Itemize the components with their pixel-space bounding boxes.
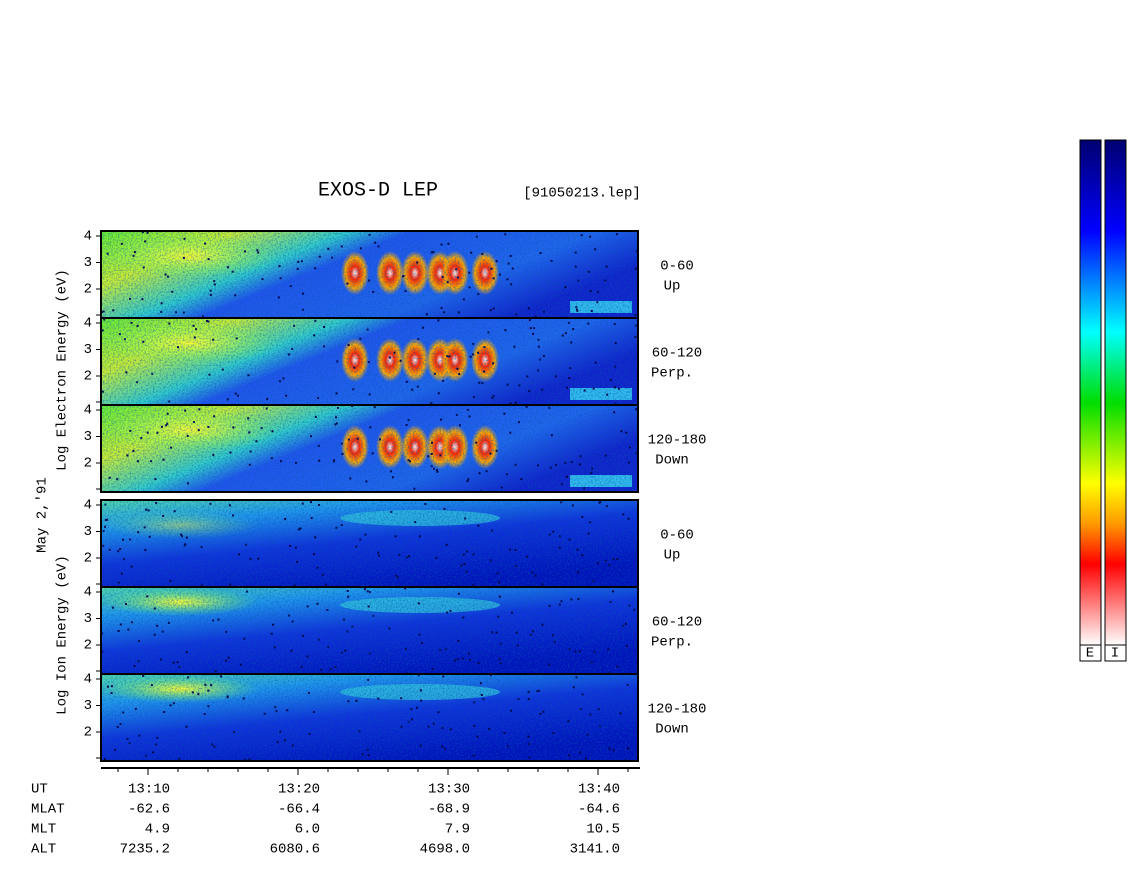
spectrogram: [101, 318, 638, 405]
panel-direction: Perp.: [651, 366, 693, 382]
spectrogram-image: [101, 318, 638, 405]
panel-angle: 60-120: [652, 615, 702, 631]
ephemeris-label: MLAT: [31, 802, 65, 818]
ephemeris-label: UT: [31, 782, 48, 798]
y-axis-label: Log Ion Energy (eV): [55, 555, 71, 715]
colorbar-label: I: [1111, 646, 1119, 662]
file-name: [91050213.lep]: [523, 186, 641, 202]
spectrogram-image: [101, 674, 638, 761]
y-tick-label: 2: [84, 282, 92, 298]
spectrogram: [101, 674, 638, 761]
noise: [101, 587, 638, 674]
title: EXOS-D LEP: [318, 179, 438, 202]
y-tick-label: 2: [84, 725, 92, 741]
spectrogram-image: [101, 405, 638, 492]
y-tick-label: 3: [84, 611, 92, 627]
ephemeris-value: 13:10: [128, 782, 170, 798]
spectrogram-image: [101, 500, 638, 587]
y-tick-label: 2: [84, 456, 92, 472]
y-tick-label: 4: [84, 585, 92, 601]
panel-direction: Perp.: [651, 635, 693, 651]
ephemeris-value: 7.9: [445, 822, 470, 838]
ephemeris-value: 4698.0: [420, 842, 470, 858]
ephemeris-value: -62.6: [128, 802, 170, 818]
y-tick-label: 2: [84, 551, 92, 567]
y-tick-label: 3: [84, 342, 92, 358]
ephemeris-value: 13:40: [578, 782, 620, 798]
ephemeris-value: -64.6: [578, 802, 620, 818]
y-tick-label: 2: [84, 638, 92, 654]
ephemeris-value: 3141.0: [570, 842, 620, 858]
y-tick-label: 3: [84, 429, 92, 445]
ephemeris-label: ALT: [31, 842, 56, 858]
panel-angle: 60-120: [652, 346, 702, 362]
panel-angle: 0-60: [660, 259, 694, 275]
panel-angle: 120-180: [648, 702, 707, 718]
panel-frame: [100, 673, 639, 762]
spectrogram: [101, 587, 638, 674]
spectrogram: [101, 231, 638, 318]
panel-angle: 120-180: [648, 433, 707, 449]
y-tick-label: 3: [84, 698, 92, 714]
panel-direction: Up: [664, 548, 681, 564]
y-tick-label: 4: [84, 316, 92, 332]
spectrogram-image: [101, 231, 638, 318]
noise: [101, 500, 638, 587]
spectrogram: [101, 500, 638, 587]
ephemeris-value: 10.5: [586, 822, 620, 838]
ephemeris-label: MLT: [31, 822, 56, 838]
panel-angle: 0-60: [660, 528, 694, 544]
colorbar-label: E: [1086, 646, 1094, 662]
ephemeris-value: 6080.6: [270, 842, 320, 858]
noise: [101, 674, 638, 761]
y-tick-label: 4: [84, 498, 92, 514]
colorbars: [1079, 139, 1127, 662]
ephemeris-value: 6.0: [295, 822, 320, 838]
panel-direction: Up: [664, 279, 681, 295]
y-tick-label: 3: [84, 524, 92, 540]
date: May 2,'91: [35, 477, 51, 553]
y-tick-label: 2: [84, 369, 92, 385]
ephemeris-value: -68.9: [428, 802, 470, 818]
panel-direction: Down: [655, 453, 689, 469]
y-tick-label: 3: [84, 255, 92, 271]
ephemeris-value: -66.4: [278, 802, 320, 818]
y-axis-label: Log Electron Energy (eV): [55, 269, 71, 471]
noise: [101, 231, 638, 318]
spectrogram: [101, 405, 638, 492]
y-tick-label: 4: [84, 672, 92, 688]
spectrogram-image: [101, 587, 638, 674]
panel-frame: [100, 404, 639, 493]
ephemeris-value: 13:20: [278, 782, 320, 798]
noise: [101, 318, 638, 405]
y-tick-label: 4: [84, 403, 92, 419]
panel-direction: Down: [655, 722, 689, 738]
y-tick-label: 4: [84, 229, 92, 245]
noise: [101, 405, 638, 492]
ephemeris-value: 4.9: [145, 822, 170, 838]
ephemeris-value: 7235.2: [120, 842, 170, 858]
ephemeris-value: 13:30: [428, 782, 470, 798]
